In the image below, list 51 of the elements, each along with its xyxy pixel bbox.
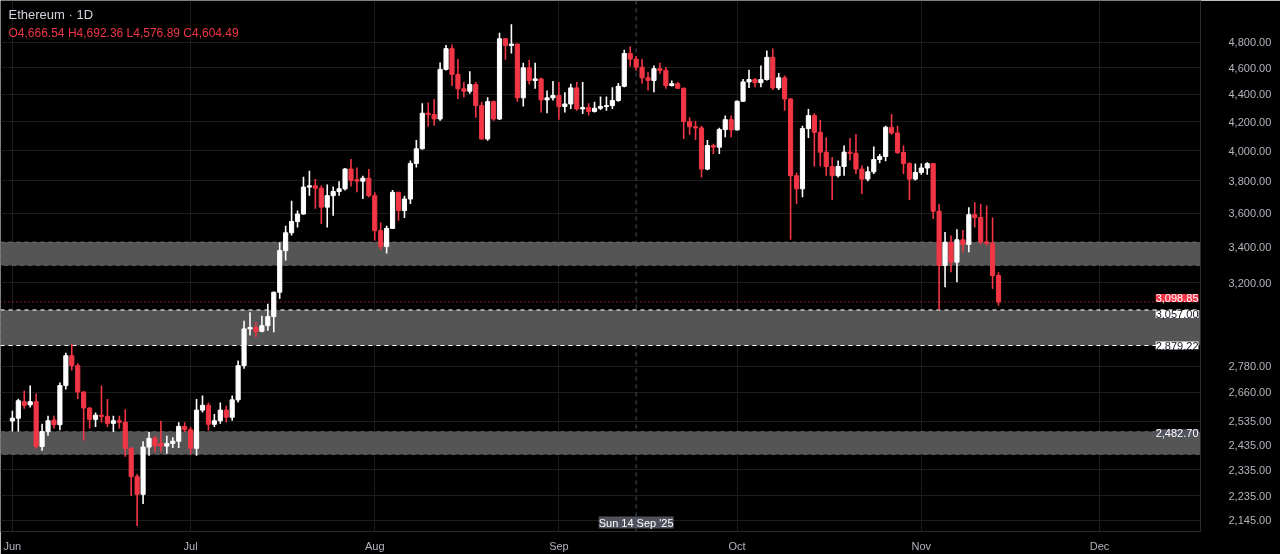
candlestick [948, 234, 954, 274]
y-tick-label: 4,800.00 [1228, 36, 1272, 49]
y-tick-label: 4,200.00 [1228, 115, 1272, 128]
candlestick [942, 231, 948, 289]
y-tick-label: 4,000.00 [1228, 144, 1272, 157]
y-tick-label: 2,535.00 [1228, 415, 1272, 427]
y-tick-label: 2,660.00 [1228, 386, 1272, 399]
candlestick [960, 229, 966, 254]
y-tick-label: 3,400.00 [1228, 240, 1272, 253]
x-tick-label: Aug [364, 539, 385, 552]
text: Ethereum · 1D [8, 6, 94, 22]
x-tick-label: Oct [728, 539, 746, 552]
ref-line-label: Sun 14 Sep '25 [598, 516, 674, 529]
candlestick [467, 70, 473, 95]
candlestick [532, 62, 538, 90]
text: O4,666.54 H4,692.36 L4,576.89 C4,604.49 [8, 25, 240, 40]
ref-line-label: 3,098.85 [1155, 291, 1199, 304]
candlestick [556, 81, 562, 121]
ref-line-label: 3,057.00 [1155, 307, 1199, 320]
candlestick [651, 64, 657, 94]
y-tick-label: 2,335.00 [1228, 463, 1272, 476]
candlestick [728, 114, 734, 139]
candlestick [21, 389, 27, 410]
x-tick-label: Nov [911, 539, 932, 552]
x-tick-label: Jun [3, 539, 22, 552]
candlestick [508, 23, 514, 55]
candlestick [574, 81, 580, 112]
y-tick-label: 3,600.00 [1228, 207, 1272, 220]
candlestick [526, 58, 532, 86]
y-tick-label: 4,600.00 [1228, 61, 1272, 74]
candlestick [395, 191, 402, 222]
y-tick-label: 3,200.00 [1228, 276, 1272, 289]
candlestick [954, 228, 960, 284]
y-tick-label: 2,780.00 [1228, 360, 1272, 373]
candlestick [205, 401, 211, 432]
candlestick [704, 139, 711, 171]
y-tick-label: 3,800.00 [1228, 174, 1272, 187]
candlestick [502, 37, 509, 61]
candlestick [580, 81, 586, 115]
x-tick-label: Jul [183, 539, 198, 552]
y-tick-label: 4,400.00 [1228, 88, 1272, 101]
candlestick [538, 76, 544, 114]
x-tick-label: Sep [549, 539, 569, 552]
y-tick-label: 2,435.00 [1228, 438, 1272, 451]
y-tick-label: 2,235.00 [1228, 489, 1272, 502]
candlestick [360, 174, 366, 200]
ref-line-label: 2,879.22 [1155, 339, 1199, 352]
x-tick-label: Dec [1089, 539, 1110, 552]
candlestick [27, 384, 33, 409]
ref-line-label: 2,482.70 [1155, 427, 1199, 440]
y-tick-label: 2,145.00 [1228, 514, 1272, 527]
